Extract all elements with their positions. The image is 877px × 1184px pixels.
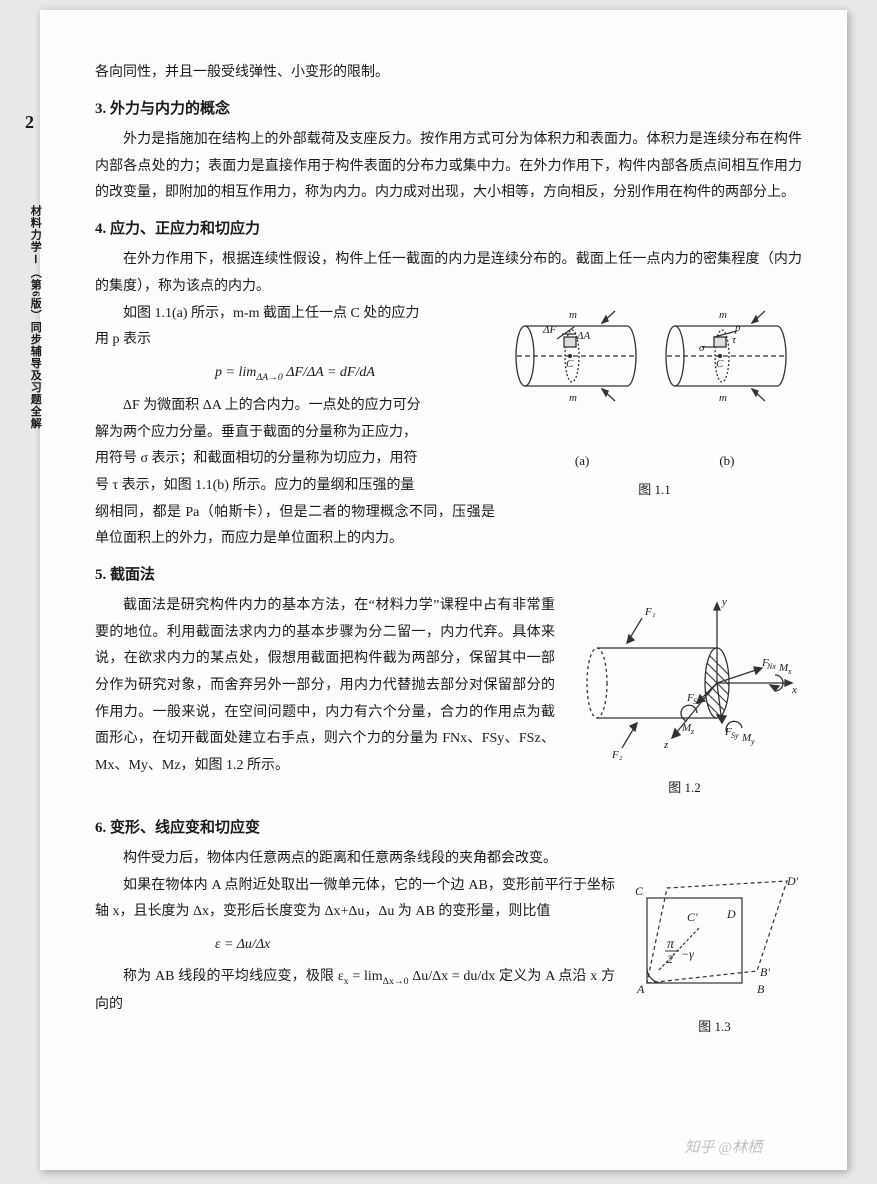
svg-text:F₂: F₂	[611, 749, 623, 761]
section-4-heading: 4. 应力、正应力和切应力	[95, 215, 802, 244]
svg-text:ΔF: ΔF	[542, 324, 556, 336]
svg-text:y: y	[750, 737, 755, 746]
svg-text:τ: τ	[732, 334, 737, 346]
figure-1-3-svg: A B C D B' C' D' π2 −γ	[627, 873, 802, 1003]
svg-text:z: z	[690, 727, 695, 736]
svg-text:y: y	[721, 596, 727, 608]
svg-text:C: C	[635, 884, 644, 898]
figure-1-2-svg: yxz F₁F₂ FNx FSy FSz Mx My Mz	[567, 593, 802, 763]
figure-1-2-caption: 图 1.2	[567, 776, 802, 801]
section-5-heading: 5. 截面法	[95, 561, 802, 590]
figure-1-2: yxz F₁F₂ FNx FSy FSz Mx My Mz 图 1.2	[567, 593, 802, 800]
svg-text:m: m	[719, 309, 727, 321]
svg-text:π: π	[667, 937, 675, 952]
book-side-title: 材料力学Ⅰ（第6版）同步辅导及习题全解	[28, 205, 42, 430]
svg-text:D': D'	[786, 874, 799, 888]
svg-text:σ: σ	[699, 342, 705, 354]
svg-text:C: C	[716, 358, 724, 370]
figure-1-3-caption: 图 1.3	[627, 1015, 802, 1040]
svg-text:B': B'	[760, 965, 770, 979]
figure-1-1: mm ΔFΔA C mm pτσC (a) (b) 图 1.1	[507, 301, 802, 503]
svg-text:m: m	[719, 392, 727, 404]
svg-text:D: D	[726, 907, 736, 921]
figure-1-1-caption: 图 1.1	[507, 478, 802, 503]
section-3-heading: 3. 外力与内力的概念	[95, 95, 802, 124]
svg-text:m: m	[569, 392, 577, 404]
svg-text:Nx: Nx	[766, 662, 776, 671]
watermark: 知乎 @林栖	[684, 1134, 762, 1163]
svg-text:2: 2	[667, 952, 673, 966]
svg-text:B: B	[757, 982, 765, 996]
section-3-para: 外力是指施加在结构上的外部载荷及支座反力。按作用方式可分为体积力和表面力。体积力…	[95, 127, 802, 207]
svg-text:C': C'	[687, 910, 698, 924]
top-line: 各向同性，并且一般受线弹性、小变形的限制。	[95, 60, 802, 87]
page-number: 2	[25, 105, 34, 139]
svg-text:−γ: −γ	[681, 947, 694, 961]
figure-1-1-svg: mm ΔFΔA C mm pτσC	[507, 301, 802, 441]
section-6-para-1: 构件受力后，物体内任意两点的距离和任意两条线段的夹角都会改变。	[95, 846, 802, 873]
svg-text:Sy: Sy	[731, 731, 739, 740]
section-4-para-1: 在外力作用下，根据连续性假设，构件上任一截面的内力是连续分布的。截面上任一点内力…	[95, 247, 802, 300]
section-6-heading: 6. 变形、线应变和切应变	[95, 814, 802, 843]
textbook-page: 2 材料力学Ⅰ（第6版）同步辅导及习题全解 各向同性，并且一般受线弹性、小变形的…	[40, 10, 847, 1170]
figure-1-1-sublabels: (a) (b)	[507, 449, 802, 474]
svg-text:p: p	[734, 322, 741, 334]
svg-text:A: A	[636, 982, 645, 996]
svg-text:F₁: F₁	[644, 606, 656, 618]
svg-text:ΔA: ΔA	[576, 330, 590, 342]
svg-text:z: z	[663, 739, 669, 751]
svg-text:x: x	[787, 667, 792, 676]
section-4-para-3e: 纲相同，都是 Pa（帕斯卡），但是二者的物理概念不同，压强是单位面积上的外力，而…	[95, 500, 802, 553]
svg-text:m: m	[569, 309, 577, 321]
svg-text:Sz: Sz	[693, 697, 701, 706]
svg-text:C: C	[566, 358, 574, 370]
svg-text:x: x	[791, 684, 797, 696]
figure-1-3: A B C D B' C' D' π2 −γ 图 1.3	[627, 873, 802, 1040]
